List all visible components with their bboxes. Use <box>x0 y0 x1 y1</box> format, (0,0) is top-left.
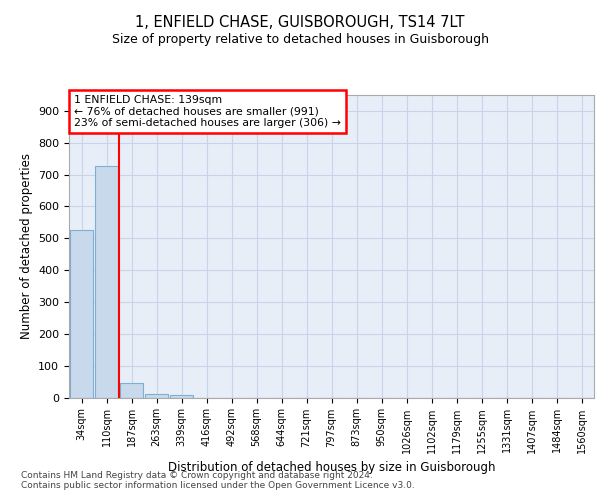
Bar <box>95 166 118 398</box>
Text: Contains public sector information licensed under the Open Government Licence v3: Contains public sector information licen… <box>21 480 415 490</box>
Text: Size of property relative to detached houses in Guisborough: Size of property relative to detached ho… <box>112 34 488 46</box>
Bar <box>70 230 93 398</box>
Text: 1 ENFIELD CHASE: 139sqm
← 76% of detached houses are smaller (991)
23% of semi-d: 1 ENFIELD CHASE: 139sqm ← 76% of detache… <box>74 95 341 128</box>
Bar <box>170 396 193 398</box>
Bar <box>120 383 143 398</box>
Text: Contains HM Land Registry data © Crown copyright and database right 2024.: Contains HM Land Registry data © Crown c… <box>21 470 373 480</box>
Bar <box>145 394 168 398</box>
Text: 1, ENFIELD CHASE, GUISBOROUGH, TS14 7LT: 1, ENFIELD CHASE, GUISBOROUGH, TS14 7LT <box>135 15 465 30</box>
Y-axis label: Number of detached properties: Number of detached properties <box>20 153 32 340</box>
X-axis label: Distribution of detached houses by size in Guisborough: Distribution of detached houses by size … <box>168 461 495 474</box>
